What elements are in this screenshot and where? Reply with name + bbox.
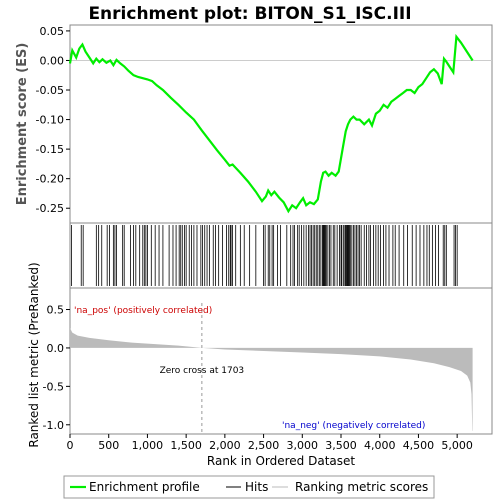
- es-y-tick-label: -0.25: [36, 202, 64, 215]
- x-tick-label: 3,500: [325, 439, 357, 452]
- metric-y-axis-label: Ranked list metric (PreRanked): [27, 262, 41, 447]
- x-tick-label: 4,000: [364, 439, 396, 452]
- es-y-tick-label: -0.10: [36, 114, 64, 127]
- es-y-axis-label: Enrichment score (ES): [15, 43, 30, 206]
- zero-cross-label: Zero cross at 1703: [160, 366, 245, 376]
- chart-title: Enrichment plot: BITON_S1_ISC.III: [88, 4, 411, 24]
- x-tick-label: 3,000: [287, 439, 319, 452]
- es-y-tick-label: 0.00: [40, 54, 65, 67]
- x-tick-label: 500: [98, 439, 119, 452]
- metric-y-ticks: 0.5 0.0 -0.5 -1.0: [43, 304, 70, 432]
- metric-y-tick-label: -1.0: [43, 419, 64, 432]
- x-tick-label: 1,500: [170, 439, 202, 452]
- positive-correlation-label: 'na_pos' (positively correlated): [74, 306, 212, 316]
- metric-y-tick-label: 0.5: [47, 304, 65, 317]
- legend: Enrichment profile Hits Ranking metric s…: [63, 475, 435, 499]
- x-axis-label: Rank in Ordered Dataset: [207, 454, 355, 468]
- x-tick-label: 0: [67, 439, 74, 452]
- x-tick-label: 2,500: [248, 439, 280, 452]
- es-y-ticks: 0.05 0.00 -0.05 -0.10 -0.15 -0.20 -0.25: [36, 25, 70, 215]
- es-profile-line: [68, 33, 474, 214]
- es-panel-frame: [69, 24, 493, 224]
- legend-frame: [63, 475, 435, 499]
- x-tick-label: 2,000: [209, 439, 241, 452]
- metric-y-tick-label: -0.5: [43, 380, 64, 393]
- metric-y-tick-label: 0.0: [47, 342, 65, 355]
- x-tick-label: 1,000: [132, 439, 164, 452]
- es-y-tick-label: -0.05: [36, 84, 64, 97]
- es-y-tick-label: -0.20: [36, 173, 64, 186]
- negative-correlation-label: 'na_neg' (negatively correlated): [282, 421, 425, 431]
- legend-es-label: Enrichment profile: [89, 480, 200, 494]
- ranking-metric-area: [70, 328, 473, 431]
- x-ticks: 0 500 1,000 1,500 2,000 2,500 3,000 3,500 4,000 4…: [67, 434, 473, 452]
- es-y-tick-label: 0.05: [40, 25, 65, 38]
- hits-markers: [71, 225, 458, 286]
- x-tick-label: 5,000: [441, 439, 473, 452]
- x-tick-label: 4,500: [403, 439, 435, 452]
- legend-hits-label: Hits: [245, 480, 268, 494]
- legend-metric-label: Ranking metric scores: [295, 480, 428, 494]
- es-y-tick-label: -0.15: [36, 143, 64, 156]
